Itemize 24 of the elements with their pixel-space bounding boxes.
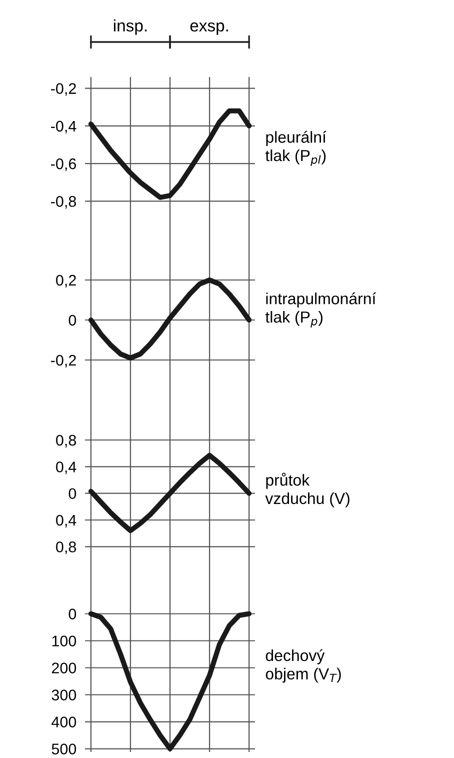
y-tick-label: -0,6 [51, 158, 76, 172]
y-tick-label: 300 [52, 690, 76, 700]
y-tick-label: 400 [52, 716, 76, 728]
y-tick-label: 100 [52, 636, 76, 646]
y-tick-label: -0,2 [51, 354, 76, 368]
text: insp. [114, 19, 147, 35]
y-tick-label: 0,8 [56, 434, 76, 448]
series-label: pleurální tlak (P$_{pl}$) [265, 130, 326, 166]
text: exsp. [190, 22, 228, 35]
y-tick-label: 0 [68, 488, 76, 500]
y-tick-label: 0,4 [56, 462, 76, 474]
y-tick-label: -0,2 [51, 83, 76, 96]
y-tick-label: 200 [52, 662, 76, 674]
y-tick-label: 500 [52, 744, 76, 754]
y-tick-label: -0,8 [51, 196, 76, 209]
y-tick-label: 0 [68, 608, 76, 620]
text: dechový objem (V$_{T}$) [266, 649, 341, 683]
y-tick-label: 0,8 [56, 542, 76, 554]
y-tick-label: 0,4 [56, 514, 76, 528]
y-tick-label: 0 [68, 314, 76, 326]
series-label: průtok vzduchu (V) [265, 472, 350, 508]
series-label: intrapulmonární tlak (P$_{p}$) [265, 292, 376, 328]
y-tick-label: -0,4 [51, 120, 76, 134]
y-tick-label: 0,2 [56, 274, 76, 288]
